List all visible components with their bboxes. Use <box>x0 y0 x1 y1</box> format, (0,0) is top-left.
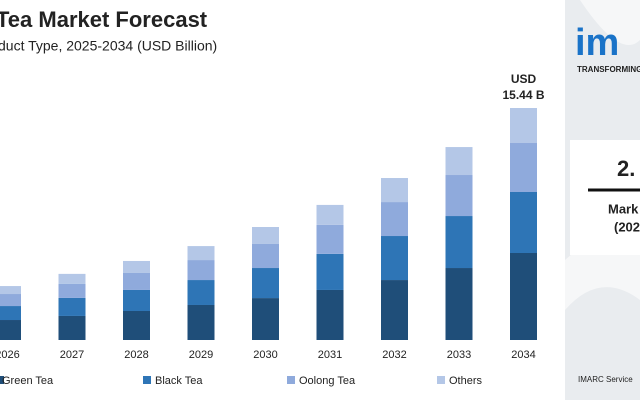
x-tick-label: 2028 <box>124 349 148 361</box>
bar-segment <box>510 191 537 253</box>
bar-segment <box>381 178 408 203</box>
bar-segment <box>187 304 215 340</box>
bar-segment <box>445 268 473 340</box>
footer-text: IMARC Service <box>578 375 633 384</box>
logo: im <box>575 22 619 64</box>
bar-segment <box>58 283 86 298</box>
bar-segment <box>123 260 150 273</box>
x-tick-label: 2033 <box>447 349 471 361</box>
annotation: 15.44 B <box>502 88 544 102</box>
panel-decoration <box>565 237 640 310</box>
stat-value: 2. <box>617 156 635 181</box>
bar-segment <box>316 224 344 254</box>
bar-segment <box>445 147 473 176</box>
bar-segment <box>58 297 86 316</box>
tagline: TRANSFORMING <box>577 65 640 74</box>
legend-label: Black Tea <box>155 375 203 387</box>
legend-swatch <box>143 376 151 384</box>
legend-label: Green Tea <box>2 375 54 387</box>
legend-swatch <box>0 376 4 384</box>
chart-subtitle: duct Type, 2025-2034 (USD Billion) <box>0 38 217 54</box>
bar-segment <box>445 175 473 217</box>
x-tick-label: 2026 <box>0 349 20 361</box>
legend-label: Oolong Tea <box>299 375 356 387</box>
x-tick-label: 2030 <box>253 349 277 361</box>
bar-segment <box>252 243 279 269</box>
panel-decoration <box>580 0 640 45</box>
x-tick-label: 2031 <box>318 349 342 361</box>
stat-card <box>570 140 640 255</box>
bar-segment <box>123 272 150 290</box>
bar-segment <box>0 320 21 340</box>
x-tick-label: 2034 <box>511 349 535 361</box>
bar-segment <box>0 294 21 307</box>
bar-segment <box>510 253 537 340</box>
bar-segment <box>252 268 279 299</box>
bar-segment <box>123 289 150 311</box>
stat-period: (202 <box>614 219 640 234</box>
bar-segment <box>252 227 279 244</box>
bar-segment <box>381 280 408 340</box>
bar-segment <box>58 273 86 284</box>
legend-swatch <box>287 376 295 384</box>
chart-title: Tea Market Forecast <box>0 7 208 32</box>
x-tick-label: 2032 <box>382 349 406 361</box>
bar-segment <box>445 216 473 269</box>
x-tick-label: 2029 <box>189 349 213 361</box>
bar-segment <box>316 253 344 290</box>
bar-segment <box>187 246 215 261</box>
bar-segment <box>316 289 344 340</box>
bar-segment <box>381 202 408 237</box>
bar-segment <box>58 315 86 340</box>
bar-segment <box>316 204 344 225</box>
bar-segment <box>252 298 279 340</box>
legend-label: Others <box>449 375 483 387</box>
bar-segment <box>187 280 215 305</box>
bar-segment <box>510 143 537 192</box>
legend-swatch <box>437 376 445 384</box>
bar-segment <box>123 311 150 340</box>
bar-segment <box>0 286 21 295</box>
x-tick-label: 2027 <box>60 349 84 361</box>
bar-segment <box>381 236 408 281</box>
bar-segment <box>187 260 215 281</box>
bar-segment <box>510 108 537 144</box>
bar-segment <box>0 306 21 321</box>
stat-label: Mark <box>608 201 639 216</box>
annotation: USD <box>511 72 537 86</box>
